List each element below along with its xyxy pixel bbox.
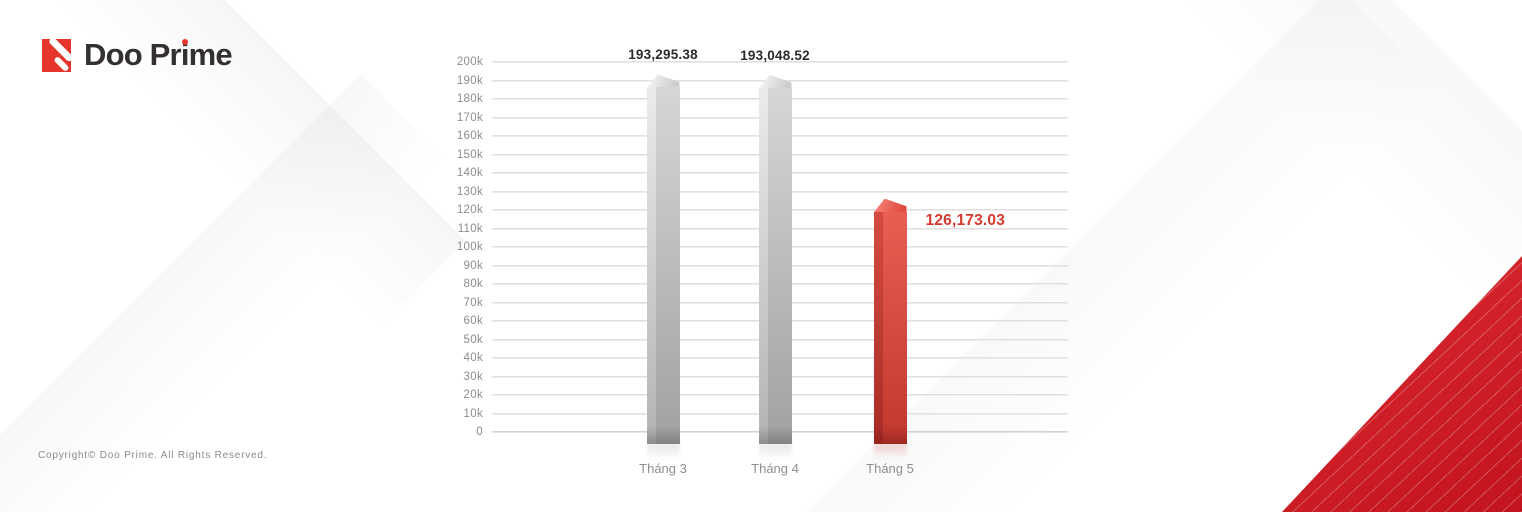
x-axis-category-label: Tháng 3	[639, 461, 687, 476]
bar-reflection	[646, 444, 680, 459]
y-axis-tick-label: 30k	[463, 370, 483, 383]
logo-text-i: i	[180, 37, 190, 72]
bar-bottom-shading	[646, 426, 680, 444]
x-axis-category-label: Tháng 4	[751, 461, 799, 476]
bar-value-label: 126,173.03	[925, 211, 1006, 229]
chart-bar	[646, 74, 680, 459]
y-axis-tick-label: 100k	[456, 241, 483, 253]
logo-text: Doo Prime	[84, 37, 233, 73]
bar-front-face	[655, 87, 680, 444]
y-axis-tick-label: 10k	[463, 407, 483, 420]
bar-reflection	[873, 444, 907, 459]
bar-bottom-shading	[758, 426, 792, 444]
bar-bottom-shading	[873, 426, 907, 444]
y-axis-tick-label: 160k	[456, 130, 483, 142]
y-axis-tick-label: 170k	[456, 111, 483, 124]
chart-y-axis: 200k 190k 180k 170k 160k 150k 140k 130k 120k 110k…	[418, 56, 483, 438]
bar-left-face	[758, 87, 768, 444]
chart-bar	[758, 74, 792, 459]
bar-body	[646, 87, 680, 444]
y-axis-tick-label: 20k	[463, 389, 483, 401]
logo-text-part2: me	[188, 37, 233, 72]
bar-front-face	[882, 211, 907, 444]
chart-bar	[873, 198, 907, 459]
y-axis-tick-label: 140k	[456, 167, 483, 179]
copyright-text: Copyright© Doo Prime. All Rights Reserve…	[38, 450, 268, 461]
x-axis-category-label: Tháng 5	[866, 461, 914, 476]
bar-value-label: 193,048.52	[740, 47, 810, 63]
y-axis-tick-label: 40k	[463, 352, 483, 364]
background-chevron-band	[0, 74, 446, 512]
y-axis-tick-label: 200k	[456, 56, 483, 68]
bar-left-face	[873, 211, 883, 444]
y-axis-tick-label: 70k	[463, 296, 483, 309]
bar-left-face	[646, 87, 656, 444]
bar-front-face	[767, 87, 792, 444]
bar-body	[873, 211, 907, 444]
y-axis-tick-label: 130k	[456, 185, 483, 198]
y-axis-tick-label: 180k	[456, 93, 483, 105]
gridline	[492, 61, 1068, 63]
bar-reflection	[758, 444, 792, 459]
bar-top-face	[646, 74, 680, 89]
corner-triangle-decoration	[1282, 256, 1522, 512]
y-axis-tick-label: 190k	[456, 74, 483, 87]
chart-plot-area	[492, 61, 1068, 459]
bar-value-label: 193,295.38	[628, 47, 698, 63]
doo-prime-logo: Doo Prime	[42, 37, 233, 73]
bar-top-face	[758, 74, 792, 89]
y-axis-tick-label: 110k	[457, 222, 483, 235]
bar-top-face	[873, 198, 907, 213]
y-axis-tick-label: 60k	[463, 315, 483, 327]
y-axis-tick-label: 80k	[463, 278, 483, 290]
y-axis-tick-label: 150k	[456, 148, 483, 161]
bar-body	[758, 87, 792, 444]
y-axis-tick-label: 0	[476, 426, 483, 438]
y-axis-tick-label: 90k	[463, 259, 483, 272]
doo-prime-logo-icon	[42, 38, 71, 72]
y-axis-tick-label: 50k	[463, 333, 483, 346]
y-axis-tick-label: 120k	[456, 204, 483, 216]
logo-text-part1: Doo Pr	[84, 37, 182, 72]
